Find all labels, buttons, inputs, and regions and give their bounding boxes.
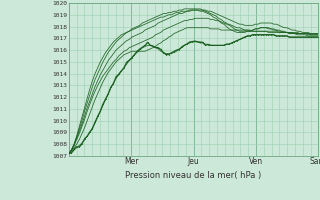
X-axis label: Pression niveau de la mer( hPa ): Pression niveau de la mer( hPa ) [125,171,262,180]
